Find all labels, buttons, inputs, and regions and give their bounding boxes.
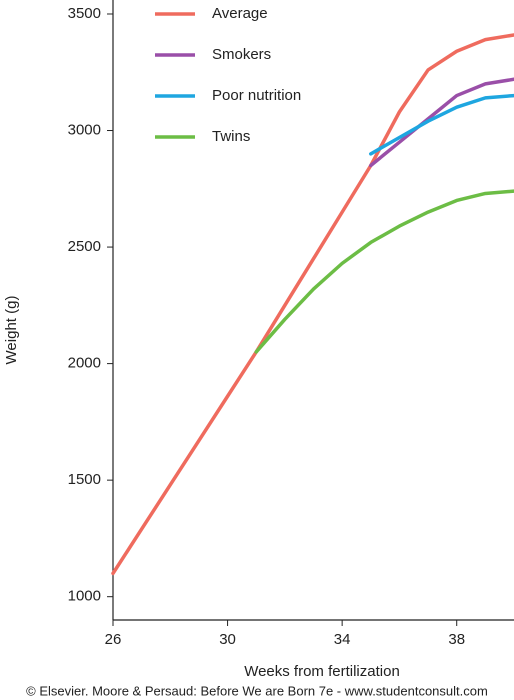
series-line xyxy=(369,77,514,168)
series-line xyxy=(369,93,514,156)
x-tick-label: 38 xyxy=(448,631,465,648)
legend-label: Average xyxy=(212,5,268,22)
x-tick-label: 26 xyxy=(105,631,122,648)
y-tick-label: 3500 xyxy=(68,5,101,22)
y-tick-label: 2500 xyxy=(68,238,101,255)
y-tick-label: 1500 xyxy=(68,471,101,488)
legend-label: Twins xyxy=(212,128,250,145)
y-tick-label: 2000 xyxy=(68,355,101,372)
series-line xyxy=(111,33,514,576)
legend-label: Smokers xyxy=(212,46,271,63)
x-tick-label: 34 xyxy=(334,631,351,648)
x-axis-label: Weeks from fertilization xyxy=(244,663,400,680)
y-axis-label: Weight (g) xyxy=(3,296,20,365)
y-tick-label: 1000 xyxy=(68,588,101,605)
legend-label: Poor nutrition xyxy=(212,87,301,104)
series-line xyxy=(254,189,514,354)
y-tick-label: 3000 xyxy=(68,121,101,138)
x-tick-label: 30 xyxy=(219,631,236,648)
credit: © Elsevier. Moore & Persaud: Before We a… xyxy=(26,683,488,698)
